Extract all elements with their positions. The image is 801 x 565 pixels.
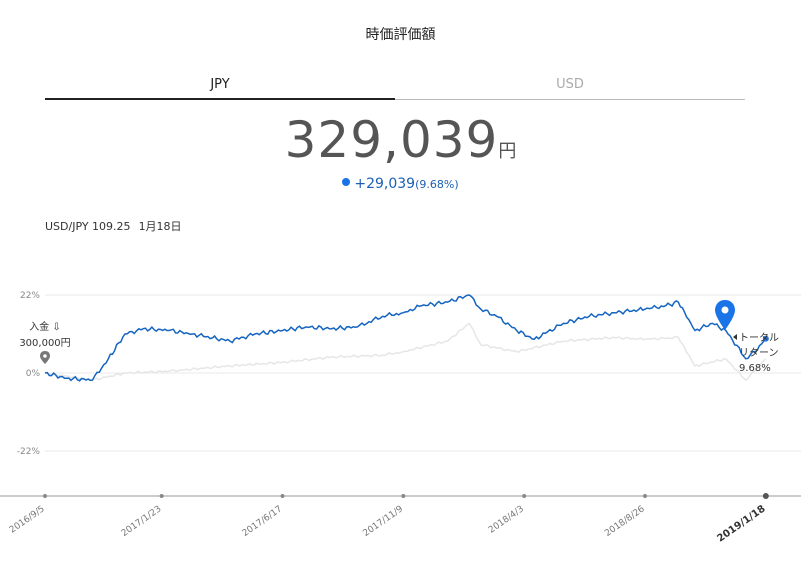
change-amount: +29,039 (354, 176, 416, 192)
y-tick-label: 22% (20, 291, 40, 301)
x-tick-label: 2018/8/26 (603, 504, 647, 539)
x-tick-label: 2016/9/5 (8, 504, 47, 535)
valuation-amount: 329,039円 (0, 111, 801, 169)
x-tick-dot (762, 493, 769, 499)
benchmark-series-line (44, 322, 767, 382)
portfolio-series-line (44, 294, 767, 382)
y-tick-label: -22% (17, 447, 41, 457)
x-tick-dot (401, 494, 406, 498)
x-tick-dot (43, 494, 47, 498)
x-tick-label: 2017/1/23 (120, 504, 164, 539)
fx-date: 1月18日 (138, 220, 182, 233)
x-tick-label: 2018/4/3 (487, 504, 526, 535)
valuation-change: +29,039(9.68%) (0, 176, 801, 192)
x-tick-dot (643, 494, 647, 498)
x-tick-dot (280, 494, 285, 498)
fx-pair-rate: USD/JPY 109.25 (45, 220, 131, 233)
deposit-label: 入金 ⇩ (29, 320, 61, 333)
y-tick-label: 0% (26, 369, 41, 379)
change-percent: (9.68%) (415, 178, 459, 191)
chart-grid (45, 294, 801, 452)
current-marker[interactable] (715, 300, 769, 342)
total-return-percent: 9.68% (739, 363, 771, 374)
total-return-annotation: トータル リターン 9.68% (733, 332, 779, 374)
tab-usd[interactable]: USD (395, 74, 745, 100)
currency-tabs: JPY USD (45, 74, 745, 100)
total-return-label-2: リターン (739, 347, 779, 359)
x-tick-label: 2019/1/18 (715, 503, 767, 544)
x-tick-label: 2017/11/9 (362, 504, 406, 539)
x-tick-dot (522, 494, 527, 498)
current-value-dot (762, 335, 769, 342)
change-dot-icon (342, 178, 351, 186)
x-tick-label: 2017/6/17 (241, 504, 285, 539)
return-chart[interactable]: 22% 0% -22% 入金 ⇩ 300,000円 トータル リターン 9.68… (0, 270, 801, 565)
y-axis-labels: 22% 0% -22% (17, 291, 41, 457)
valuation-unit: 円 (498, 141, 517, 162)
x-tick-dot (159, 494, 164, 498)
fx-rate: USD/JPY 109.25 1月18日 (45, 218, 190, 234)
tab-jpy[interactable]: JPY (45, 74, 395, 100)
pointer-left-icon (733, 334, 737, 340)
deposit-pin-icon (40, 351, 50, 364)
deposit-annotation: 入金 ⇩ 300,000円 (19, 320, 71, 364)
valuation-number: 329,039 (284, 111, 499, 169)
page-title: 時価評価額 (365, 27, 436, 43)
location-pin-icon (715, 300, 735, 330)
deposit-amount: 300,000円 (19, 338, 70, 349)
total-return-label-1: トータル (739, 332, 779, 344)
x-axis-ticks: 2016/9/5 2017/1/23 2017/6/17 2017/11/9 2018/… (8, 493, 769, 545)
